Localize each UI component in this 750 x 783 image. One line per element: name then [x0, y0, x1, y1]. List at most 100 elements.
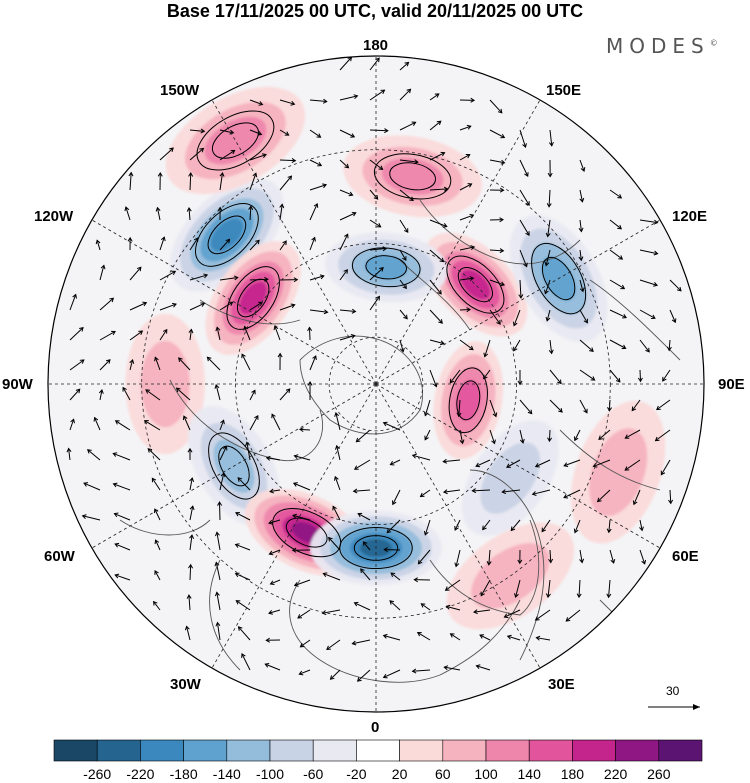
wind-arrow — [268, 609, 281, 615]
wind-arrow — [632, 489, 641, 506]
wind-arrow — [489, 159, 506, 165]
wind-arrow — [654, 429, 671, 442]
wind-arrow — [279, 175, 293, 191]
wind-arrow — [175, 387, 191, 401]
colorbar-tick-label: -100 — [255, 766, 285, 782]
wind-arrow — [579, 309, 588, 324]
brand-name: MODES — [606, 34, 710, 58]
wind-arrow — [563, 459, 581, 467]
lon-label-30w: 30W — [170, 676, 201, 693]
wind-arrow — [189, 534, 195, 551]
wind-arrow — [237, 626, 251, 641]
wind-arrow — [291, 547, 311, 553]
colorbar-tick-label: -260 — [83, 766, 112, 782]
meridian-line — [375, 383, 541, 669]
wind-arrow — [187, 447, 193, 461]
wind-arrow — [234, 543, 251, 551]
wind-arrow — [249, 129, 263, 136]
wind-arrow — [606, 579, 612, 599]
wind-arrow — [159, 236, 166, 251]
wind-arrow — [292, 513, 311, 521]
wind-arrow — [459, 153, 471, 161]
wind-arrow — [479, 634, 491, 641]
wind-arrow — [186, 206, 192, 221]
lon-label-0: 0 — [371, 719, 380, 736]
colorbar-tick-label: -20 — [346, 766, 367, 782]
wind-arrow — [399, 249, 407, 262]
wind-arrow — [112, 452, 131, 461]
wind-arrow — [512, 309, 521, 327]
map-boundary — [47, 55, 705, 713]
colorbar-tick-label: -220 — [126, 766, 155, 782]
wind-arrow — [151, 477, 161, 491]
lon-label-150w: 150W — [160, 82, 200, 99]
wind-arrow — [83, 482, 101, 491]
wind-arrow — [249, 389, 256, 401]
wind-arrow — [534, 459, 551, 468]
wind-arrow — [548, 549, 554, 564]
wind-arrow — [334, 411, 341, 431]
wind-arrow — [547, 429, 553, 443]
wind-arrow — [489, 248, 505, 254]
reference-vector — [648, 704, 700, 710]
wind-arrow — [413, 577, 431, 583]
wind-arrow — [389, 600, 401, 611]
wind-arrow — [188, 172, 194, 191]
lon-label-30e: 30E — [548, 676, 575, 693]
wind-arrow — [519, 159, 529, 178]
wind-arrow — [666, 339, 672, 352]
wind-arrow — [248, 205, 254, 221]
contour-line — [446, 255, 505, 314]
wind-arrow — [429, 219, 448, 228]
wind-arrow — [541, 519, 551, 533]
wind-arrow — [544, 249, 551, 267]
wind-arrow — [609, 309, 627, 319]
wind-arrow — [353, 459, 371, 470]
wind-arrow — [534, 609, 551, 621]
wind-arrow — [390, 572, 401, 581]
wind-arrow — [279, 388, 291, 401]
wind-arrow — [69, 388, 81, 401]
wind-arrow — [399, 189, 414, 202]
wind-arrow — [269, 579, 281, 586]
wind-arrow — [159, 302, 177, 311]
wind-arrow — [383, 547, 401, 553]
colorbar-swatch — [53, 739, 98, 762]
wind-arrow — [362, 541, 371, 551]
wind-arrow — [442, 458, 461, 464]
colorbar-tick-label: -180 — [169, 766, 198, 782]
wind-arrow — [298, 669, 311, 676]
wind-arrow — [549, 399, 563, 413]
lon-label-120e: 120E — [672, 208, 708, 225]
wind-arrow — [573, 519, 581, 534]
wind-arrow — [129, 266, 142, 281]
wind-arrow — [356, 669, 371, 682]
meridian-line — [375, 219, 661, 385]
wind-arrow — [69, 359, 85, 371]
contour-line — [531, 242, 587, 315]
colorbar-swatch — [399, 739, 444, 762]
wind-arrow — [419, 489, 431, 498]
wind-arrow — [265, 637, 281, 643]
wind-arrow — [579, 279, 585, 293]
wind-arrow — [637, 369, 643, 383]
wind-arrow — [579, 549, 585, 564]
wind-arrow — [475, 664, 491, 671]
wind-arrow — [189, 237, 199, 251]
wind-arrow — [624, 459, 641, 471]
wind-arrow — [268, 549, 281, 556]
meridian-line — [211, 99, 377, 385]
wind-vectors — [66, 56, 682, 682]
wind-arrow — [459, 307, 471, 313]
brand-mark: © — [709, 38, 718, 48]
wind-arrow — [217, 501, 223, 521]
colorbar-swatch — [528, 739, 573, 762]
colorbar — [53, 739, 703, 762]
contour-line — [456, 380, 481, 421]
contour-line — [339, 526, 413, 570]
wind-arrow — [489, 129, 506, 139]
wind-arrow — [513, 579, 521, 598]
wind-arrow — [178, 357, 191, 371]
wind-arrow — [189, 477, 195, 491]
wind-arrow — [668, 489, 674, 505]
